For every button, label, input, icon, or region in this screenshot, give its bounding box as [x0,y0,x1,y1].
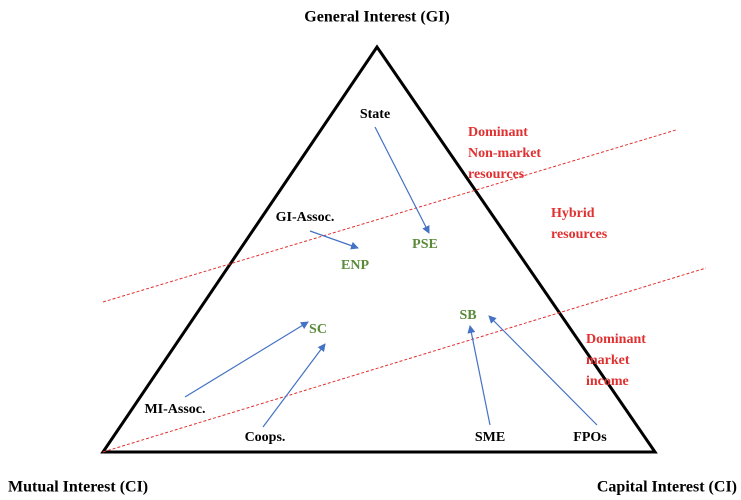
zone-label: resources [551,227,608,242]
node-label: GI-Assoc. [276,210,335,225]
zone-label: Non-market [468,146,541,161]
node-label: Coops. [245,430,286,445]
zone-label: Dominant [468,125,528,140]
node-label: State [360,107,390,122]
node-label: ENP [341,258,369,273]
arrow [467,325,491,426]
arrow [262,343,326,428]
arrow [488,315,598,426]
node-label: PSE [412,237,438,252]
corner-label: Mutual Interest (CI) [8,479,148,496]
node-label: MI-Assoc. [144,402,205,417]
zone-divider [102,267,707,453]
node-label: SB [459,308,476,323]
corner-label: Capital Interest (CI) [597,479,737,496]
node-label: SC [309,322,327,337]
zone-label: market [586,353,630,368]
zone-label: resources [468,167,525,182]
zone-label: Hybrid [551,206,595,221]
arrow [309,230,359,250]
zone-label: Dominant [586,332,646,347]
corner-label: General Interest (GI) [304,9,449,26]
arrow [184,321,309,398]
zone-label: income [586,374,629,389]
triangle [100,44,658,454]
node-label: FPOs [573,430,607,445]
arrows [184,126,598,428]
arrow [374,126,430,234]
node-label: SME [475,430,505,445]
